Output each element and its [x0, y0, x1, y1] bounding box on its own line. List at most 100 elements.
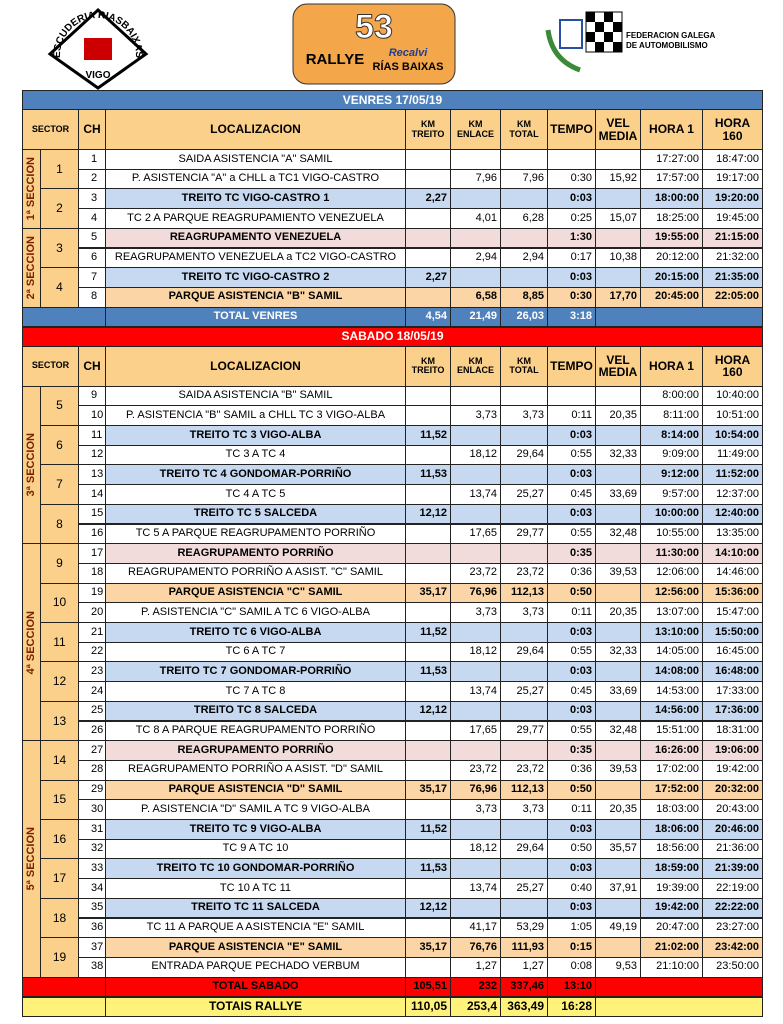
sector-number: 11 [40, 622, 79, 663]
table-cell: 1,27 [450, 956, 501, 978]
table-cell: 6,28 [500, 208, 548, 229]
table-cell: 22 [78, 641, 106, 663]
table-cell: 19:17:00 [702, 168, 763, 190]
table-cell [500, 661, 548, 683]
sector-number: 9 [40, 543, 79, 584]
table-cell: 3,73 [450, 799, 501, 820]
table-cell: TC 7 A TC 8 [105, 681, 406, 702]
sector-number: 14 [40, 740, 79, 781]
grand-total-cell: 16:28 [547, 996, 596, 1017]
sector-number: 8 [40, 503, 79, 545]
table-cell: 29,77 [500, 720, 548, 742]
table-cell: 0:11 [547, 405, 596, 426]
table-cell: 8 [78, 286, 106, 308]
table-cell: PARQUE ASISTENCIA "B" SAMIL [105, 286, 406, 308]
table-cell: 10:55:00 [640, 523, 703, 545]
total-spacer [22, 996, 106, 1017]
table-cell [500, 897, 548, 919]
table-cell: 2,27 [405, 188, 451, 210]
table-cell: REAGRUPAMENTO PORRIÑO A ASIST. "C" SAMIL [105, 562, 406, 584]
table-cell: 49,19 [595, 917, 641, 939]
sector-number: 4 [40, 267, 79, 308]
grand-total-cell: 363,49 [500, 996, 548, 1017]
table-cell: 29,77 [500, 523, 548, 545]
table-cell: REAGRUPAMENTO VENEZUELA a TC2 VIGO-CASTR… [105, 247, 406, 269]
table-cell: 15:36:00 [702, 582, 763, 604]
table-cell: 2,94 [500, 247, 548, 269]
table-cell [595, 267, 641, 288]
club-city: VIGO [85, 70, 110, 81]
table-cell: 3,73 [500, 799, 548, 820]
table-cell: TREITO TC 4 GONDOMAR-PORRIÑO [105, 464, 406, 486]
table-cell: 33,69 [595, 681, 641, 702]
table-cell [500, 503, 548, 525]
sector-number: 10 [40, 582, 79, 623]
table-cell: 15:47:00 [702, 602, 763, 623]
table-cell: 3,73 [500, 405, 548, 426]
table-cell: 0:03 [547, 188, 596, 210]
section-text: 1ª SECCION [24, 157, 37, 221]
table-cell: 7,96 [500, 168, 548, 190]
table-cell: 0:55 [547, 641, 596, 663]
table-cell: TC 11 A PARQUE A ASISTENCIA "E" SAMIL [105, 917, 406, 939]
table-cell: 35,57 [595, 838, 641, 860]
table-cell: 12:06:00 [640, 562, 703, 584]
table-cell: 15 [78, 503, 106, 525]
table-cell [500, 858, 548, 880]
table-cell: 20:45:00 [640, 286, 703, 308]
table-cell: 15:51:00 [640, 720, 703, 742]
table-cell [405, 484, 451, 505]
table-cell: 15,07 [595, 208, 641, 229]
table-cell: TREITO TC 11 SALCEDA [105, 897, 406, 919]
grand-total-cell: 253,4 [450, 996, 501, 1017]
header-cell: HORA 1 [640, 109, 703, 150]
table-cell: 0:30 [547, 286, 596, 308]
table-cell: 41,17 [450, 917, 501, 939]
sector-number: 1 [40, 149, 79, 190]
table-cell [405, 385, 451, 407]
table-cell: 38 [78, 956, 106, 978]
table-cell [595, 937, 641, 958]
table-cell: 18:03:00 [640, 799, 703, 820]
table-cell: TREITO TC VIGO-CASTRO 2 [105, 267, 406, 288]
table-cell [500, 740, 548, 761]
table-cell: TREITO TC 6 VIGO-ALBA [105, 622, 406, 643]
table-cell: 25,27 [500, 484, 548, 505]
table-cell [405, 878, 451, 899]
table-cell: 19:42:00 [702, 759, 763, 781]
table-cell: 0:03 [547, 267, 596, 288]
table-cell: 9:09:00 [640, 444, 703, 466]
table-cell [500, 267, 548, 288]
table-cell [595, 425, 641, 446]
table-cell: 21:10:00 [640, 956, 703, 978]
table-cell: 18:56:00 [640, 838, 703, 860]
table-cell: 0:03 [547, 897, 596, 919]
table-cell: 0:30 [547, 168, 596, 190]
table-cell: 19 [78, 582, 106, 604]
sector-number: 19 [40, 937, 79, 978]
table-cell [450, 503, 501, 525]
table-cell: P. ASISTENCIA "D" SAMIL A TC 9 VIGO-ALBA [105, 799, 406, 820]
table-cell: 13:10:00 [640, 622, 703, 643]
table-cell [500, 149, 548, 170]
table-cell [405, 838, 451, 860]
table-cell: 0:03 [547, 464, 596, 486]
table-cell [500, 700, 548, 722]
table-cell: TC 2 A PARQUE REAGRUPAMIENTO VENEZUELA [105, 208, 406, 229]
rally-name: RALLYE [306, 51, 365, 68]
table-cell: 0:17 [547, 247, 596, 269]
table-cell [405, 227, 451, 249]
table-cell: 20,35 [595, 405, 641, 426]
table-cell: 21 [78, 622, 106, 643]
table-cell: 28 [78, 759, 106, 781]
table-cell: PARQUE ASISTENCIA "E" SAMIL [105, 937, 406, 958]
table-cell [595, 700, 641, 722]
table-cell: 25 [78, 700, 106, 722]
total-cell: 105,51 [405, 976, 451, 997]
table-cell: 27 [78, 740, 106, 761]
table-cell [450, 897, 501, 919]
table-cell: 8:11:00 [640, 405, 703, 426]
table-cell: 13 [78, 464, 106, 486]
table-cell: 0:36 [547, 759, 596, 781]
table-cell: 29 [78, 779, 106, 801]
